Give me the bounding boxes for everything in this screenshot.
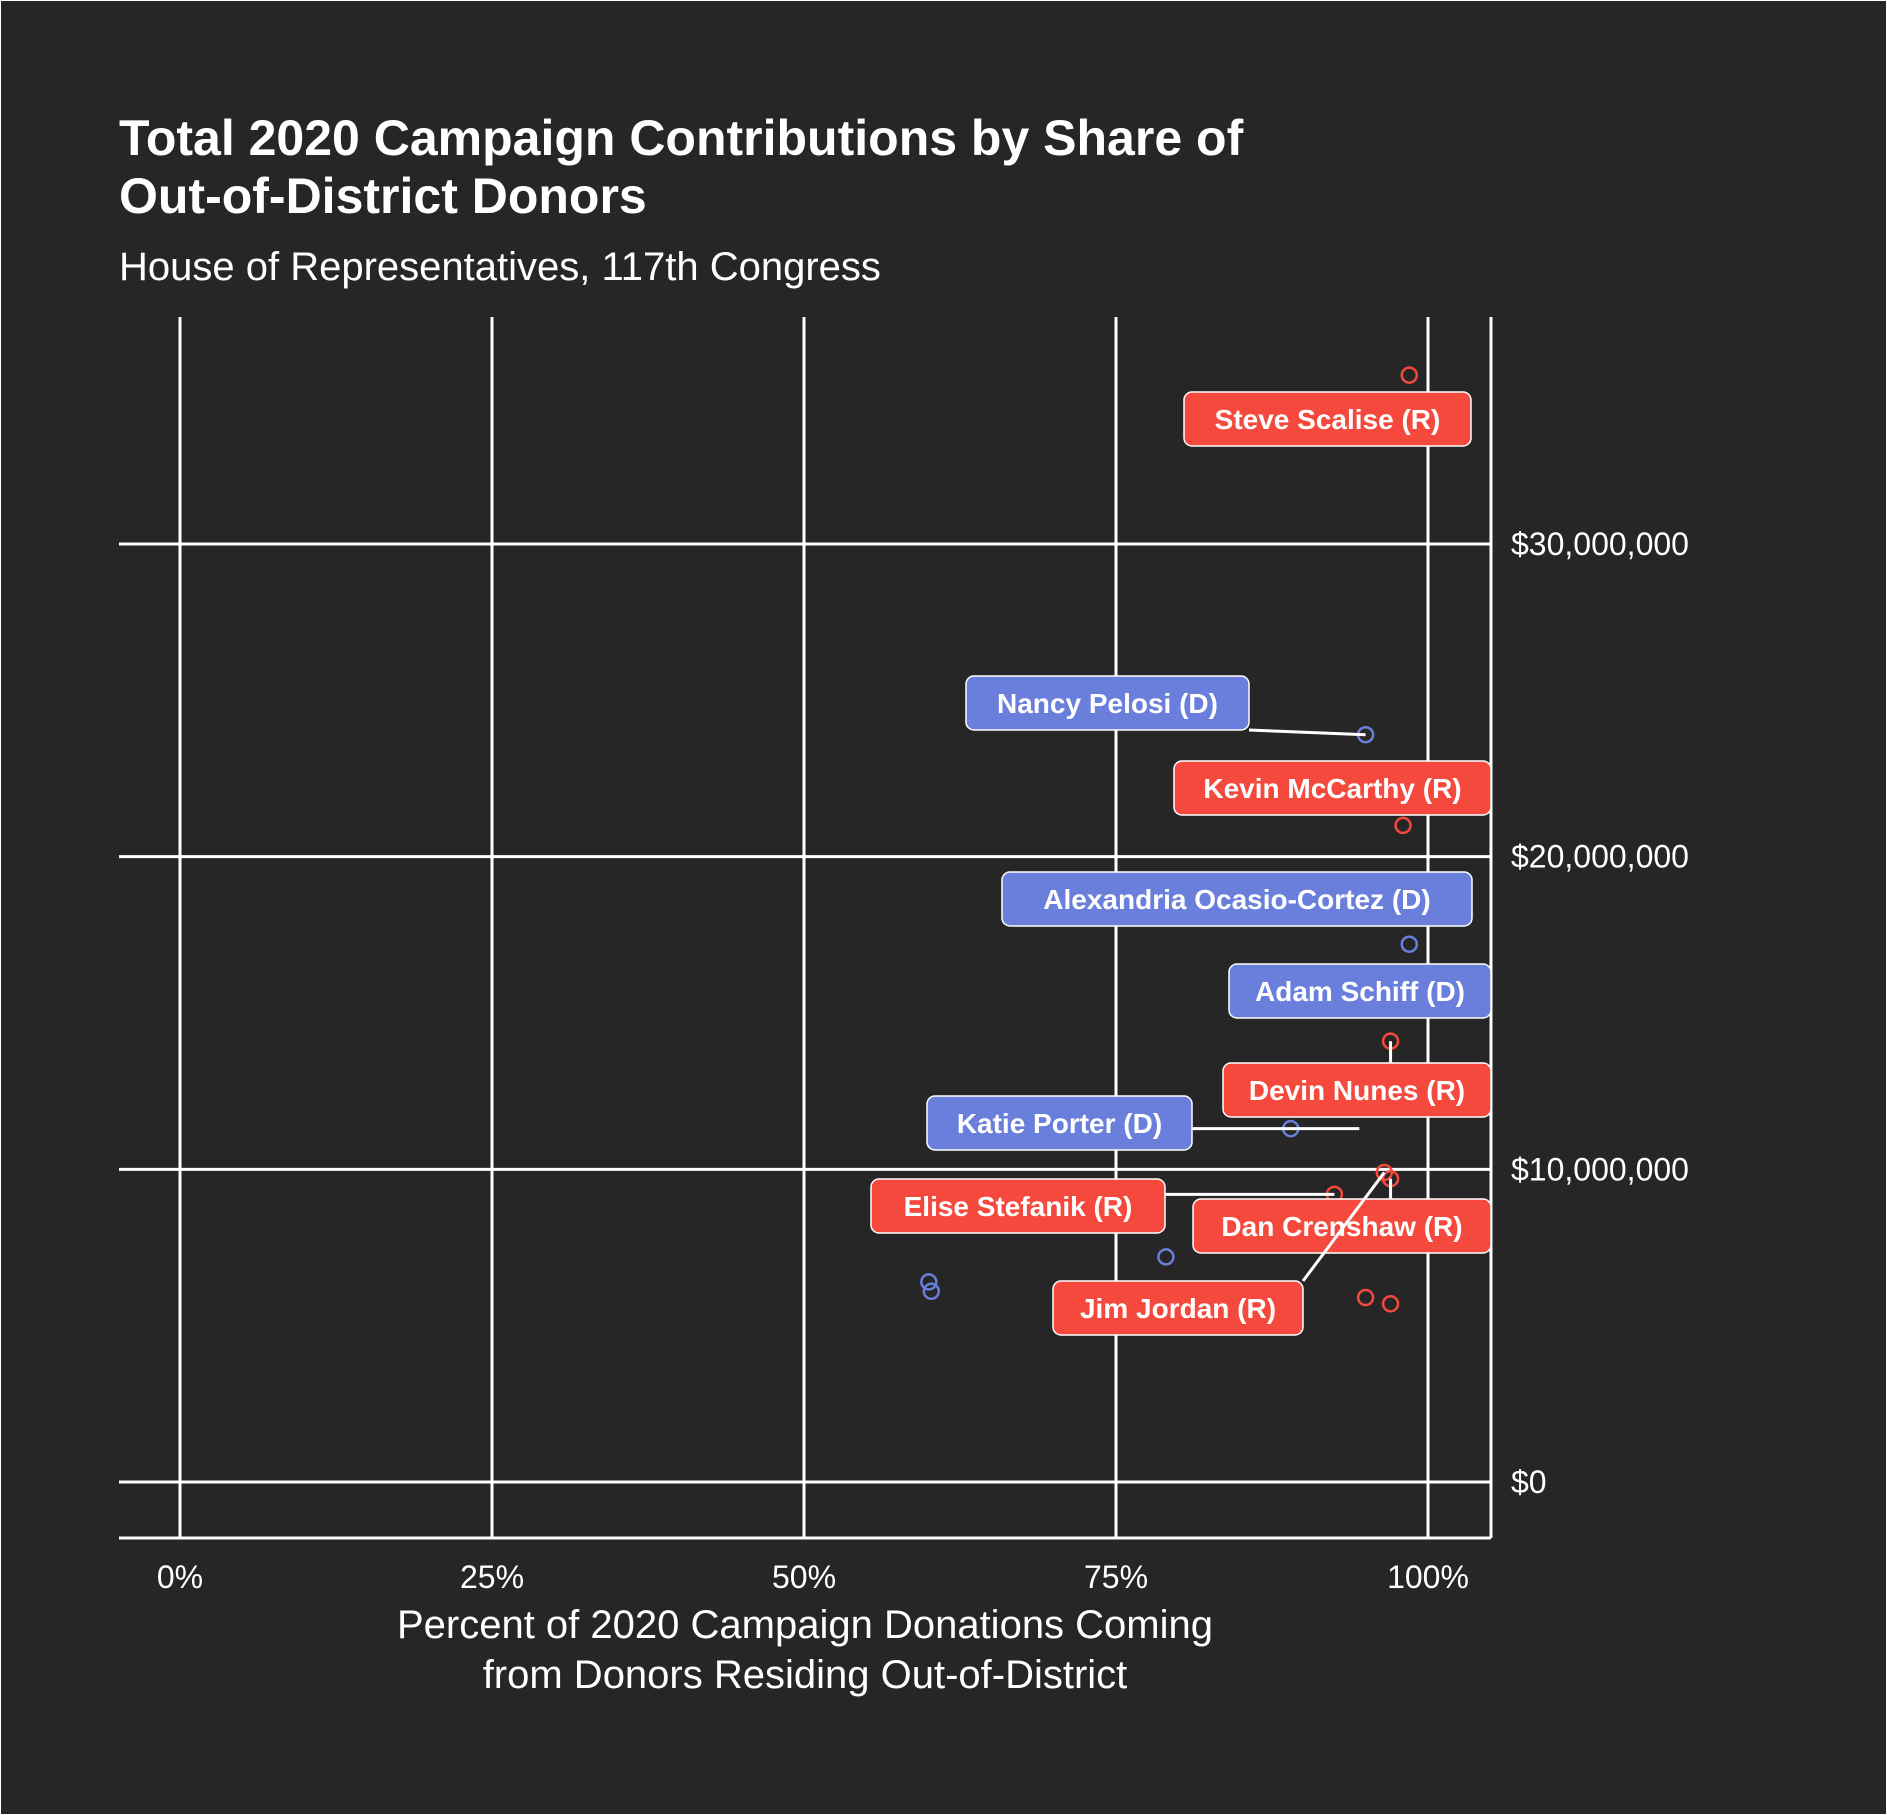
label-text-1: Nancy Pelosi (D) [997,688,1218,719]
point-D-1 [1400,935,1419,953]
point-R-1 [1394,816,1412,835]
label-text-0: Steve Scalise (R) [1215,404,1441,435]
y-tick-label-2: $20,000,000 [1511,839,1689,875]
label-text-9: Jim Jordan (R) [1080,1293,1276,1324]
point-D-5 [922,1282,941,1301]
y-tick-label-3: $30,000,000 [1511,526,1689,562]
label-box-6 [926,1095,1193,1151]
label-text-4: Adam Schiff (D) [1255,976,1465,1007]
x-axis-label-line-2: from Donors Residing Out-of-District [483,1653,1128,1697]
x-tick-label-2: 50% [772,1559,836,1595]
label-box-5 [1222,1062,1492,1118]
y-tick-label-1: $10,000,000 [1511,1151,1689,1187]
label-text-3: Alexandria Ocasio-Cortez (D) [1043,884,1430,915]
label-box-8 [1192,1198,1492,1254]
point-R-0 [1400,366,1419,384]
label-leader-1 [1248,728,1366,737]
ticks-layer: 0% 25% 50% 75% 100% $0 $10,000,000 $20,000,000 $… [157,526,1689,1595]
x-tick-label-1: 25% [460,1559,524,1595]
label-box-3 [1001,871,1473,927]
x-axis-label: Percent of 2020 Campaign Donations Comin… [397,1603,1213,1697]
point-R-8 [1381,1295,1400,1313]
label-box-0 [1183,391,1472,447]
chart-subtitle: House of Representatives, 117th Congress [119,245,881,289]
point-R-7 [1356,1288,1375,1307]
chart-title-line-1: Total 2020 Campaign Contributions by Sha… [119,110,1244,166]
label-text-7: Elise Stefanik (R) [904,1191,1133,1222]
label-text-2: Kevin McCarthy (R) [1203,773,1461,804]
point-D-4 [920,1273,938,1291]
label-text-5: Devin Nunes (R) [1249,1075,1465,1106]
labels-layer: Steve Scalise (R) Nancy Pelosi (D) Kevin M… [870,391,1492,1336]
label-box-4 [1228,963,1492,1019]
y-tick-label-0: $0 [1511,1464,1547,1500]
label-text-6: Katie Porter (D) [957,1108,1162,1139]
x-tick-label-3: 75% [1084,1559,1148,1595]
point-D-3 [1157,1248,1175,1266]
label-leader-9 [1301,1171,1386,1282]
x-tick-label-4: 100% [1387,1559,1469,1595]
label-box-9 [1052,1280,1304,1336]
grid-layer [119,317,1493,1540]
label-box-7 [870,1178,1166,1234]
label-box-1 [965,675,1250,731]
x-axis-label-line-1: Percent of 2020 Campaign Donations Comin… [397,1603,1213,1647]
label-box-2 [1173,760,1492,816]
chart-title-line-2: Out-of-District Donors [119,168,647,224]
chart-title: Total 2020 Campaign Contributions by Sha… [119,109,1519,225]
x-tick-label-0: 0% [157,1559,203,1595]
